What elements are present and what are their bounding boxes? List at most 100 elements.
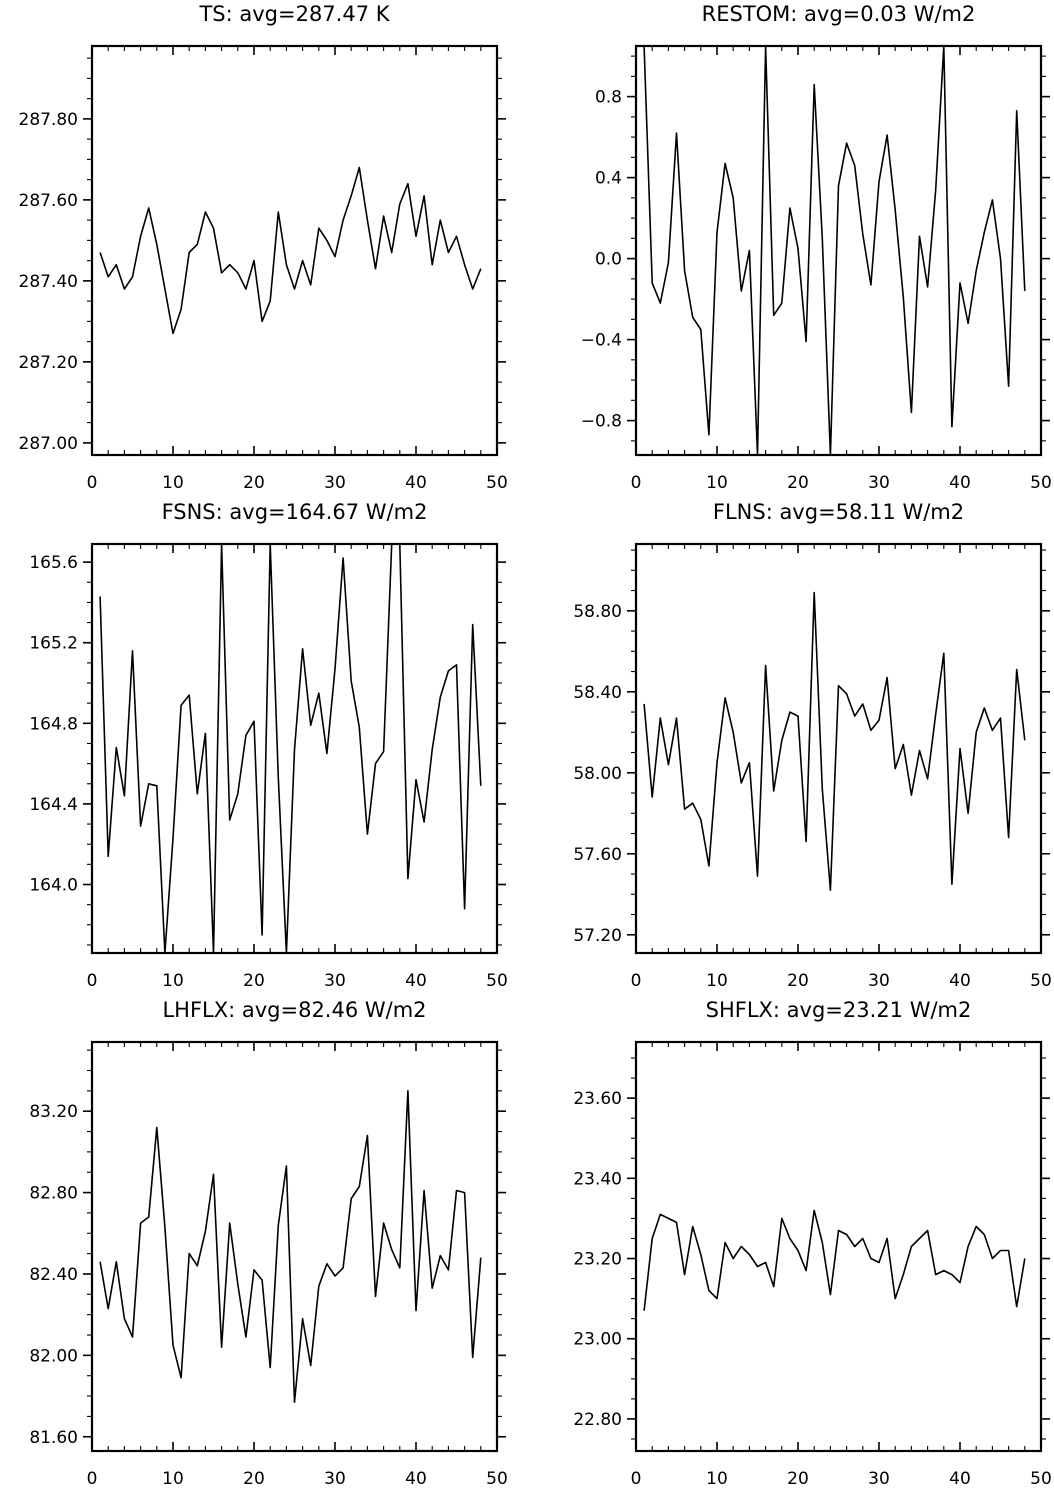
chart-ts-point [278, 211, 280, 213]
chart-fsns-point [391, 543, 393, 545]
chart-fsns-point [278, 777, 280, 779]
chart-flns-point [830, 889, 832, 891]
chart-fsns-point [334, 668, 336, 670]
chart-ts-point [188, 252, 190, 254]
chart-lhflx-point [286, 1165, 288, 1167]
chart-flns-point [1016, 669, 1018, 671]
chart-flns-point [911, 794, 913, 796]
chart-shflx-point [1008, 1250, 1010, 1252]
chart-ts-ytick-label: 287.80 [19, 110, 78, 130]
chart-restom-point [813, 84, 815, 86]
chart-lhflx-point [383, 1222, 385, 1224]
chart-shflx-point [1016, 1306, 1018, 1308]
chart-shflx-point [765, 1262, 767, 1264]
chart-shflx-point [967, 1246, 969, 1248]
chart-shflx-xtick-label: 0 [631, 1469, 642, 1489]
chart-restom-point [862, 234, 864, 236]
chart-ts-point [148, 207, 150, 209]
chart-restom-point [732, 197, 734, 199]
chart-flns-point [1024, 740, 1026, 742]
chart-flns-point [749, 762, 751, 764]
chart-shflx-point [846, 1234, 848, 1236]
chart-ts-point [124, 288, 126, 290]
chart-ts-point [253, 260, 255, 262]
chart-ts-point [456, 236, 458, 238]
chart-shflx-point [749, 1254, 751, 1256]
chart-flns-point [854, 715, 856, 717]
chart-ts-point [375, 268, 377, 270]
chart-restom-point [1000, 258, 1002, 260]
chart-fsns-xtick-label: 20 [243, 971, 265, 991]
chart-shflx-point [684, 1274, 686, 1276]
chart-lhflx-point [213, 1173, 215, 1175]
chart-lhflx-point [221, 1346, 223, 1348]
chart-restom-point [781, 302, 783, 304]
chart-fsns-point [180, 704, 182, 706]
chart-ts-point [480, 268, 482, 270]
chart-fsns-ytick-label: 164.0 [29, 875, 78, 895]
chart-fsns-point [261, 934, 263, 936]
chart-ts-point [205, 211, 207, 213]
chart-restom-point [935, 189, 937, 191]
chart-lhflx-point [148, 1216, 150, 1218]
chart-restom-point [967, 323, 969, 325]
chart-ts-point [221, 272, 223, 274]
chart-fsns: FSNS: avg=164.67 W/m2 0 10 20 30 40 50 164.0 164… [29, 500, 507, 991]
chart-shflx-point [935, 1274, 937, 1276]
chart-ts-point [391, 252, 393, 254]
chart-fsns-point [367, 833, 369, 835]
chart-shflx-point [854, 1246, 856, 1248]
chart-ts-point [440, 219, 442, 221]
chart-ts-point [310, 284, 312, 286]
chart-restom-point [927, 286, 929, 288]
chart-shflx-point [692, 1226, 694, 1228]
chart-flns-point [975, 732, 977, 734]
chart-fsns-title: FSNS: avg=164.67 W/m2 [162, 500, 428, 524]
chart-shflx-point [951, 1274, 953, 1276]
chart-flns-point [919, 750, 921, 752]
chart-fsns-point [407, 878, 409, 880]
chart-ts-ytick-label: 287.40 [19, 272, 78, 292]
chart-lhflx-point [124, 1318, 126, 1320]
chart-shflx-point [732, 1258, 734, 1260]
chart-shflx-point [805, 1270, 807, 1272]
chart-shflx-point [943, 1270, 945, 1272]
chart-fsns-point [172, 837, 174, 839]
chart-flns-xtick-label: 30 [868, 971, 890, 991]
chart-lhflx-point [334, 1275, 336, 1277]
chart-fsns-point [245, 735, 247, 737]
chart-fsns-point [383, 751, 385, 753]
chart-shflx-point [781, 1218, 783, 1220]
chart-fsns-point [440, 696, 442, 698]
chart-restom-point [975, 270, 977, 272]
chart-fsns-point [448, 670, 450, 672]
chart-ts-point [245, 288, 247, 290]
chart-ts-point [318, 227, 320, 229]
chart-flns-point [781, 740, 783, 742]
chart-flns-xtick-label: 0 [631, 971, 642, 991]
chart-fsns-point [164, 952, 166, 954]
chart-shflx-title: SHFLX: avg=23.21 W/m2 [706, 998, 972, 1022]
chart-shflx: SHFLX: avg=23.21 W/m2 0 10 20 30 40 50 22.80 23.… [573, 998, 1051, 1489]
chart-lhflx-point [310, 1365, 312, 1367]
chart-restom-point [1016, 110, 1018, 112]
chart-fsns-point [197, 793, 199, 795]
chart-lhflx-point [278, 1224, 280, 1226]
chart-fsns-xtick-label: 30 [324, 971, 346, 991]
chart-flns-series-line [643, 591, 1026, 892]
chart-ts-point [286, 264, 288, 266]
chart-flns-point [700, 819, 702, 821]
chart-restom-point [789, 207, 791, 209]
chart-shflx-point [1000, 1250, 1002, 1252]
chart-flns-ytick-label: 58.40 [573, 683, 622, 703]
chart-flns-point [732, 732, 734, 734]
chart-flns-point [773, 790, 775, 792]
chart-restom-xtick-label: 30 [868, 473, 890, 493]
chart-shflx-point [700, 1254, 702, 1256]
chart-restom-point [959, 282, 961, 284]
chart-flns: FLNS: avg=58.11 W/m2 0 10 20 30 40 50 57.20 57.6… [573, 500, 1051, 991]
chart-flns-point [878, 719, 880, 721]
chart-flns-point [765, 665, 767, 667]
chart-flns-point [651, 796, 653, 798]
